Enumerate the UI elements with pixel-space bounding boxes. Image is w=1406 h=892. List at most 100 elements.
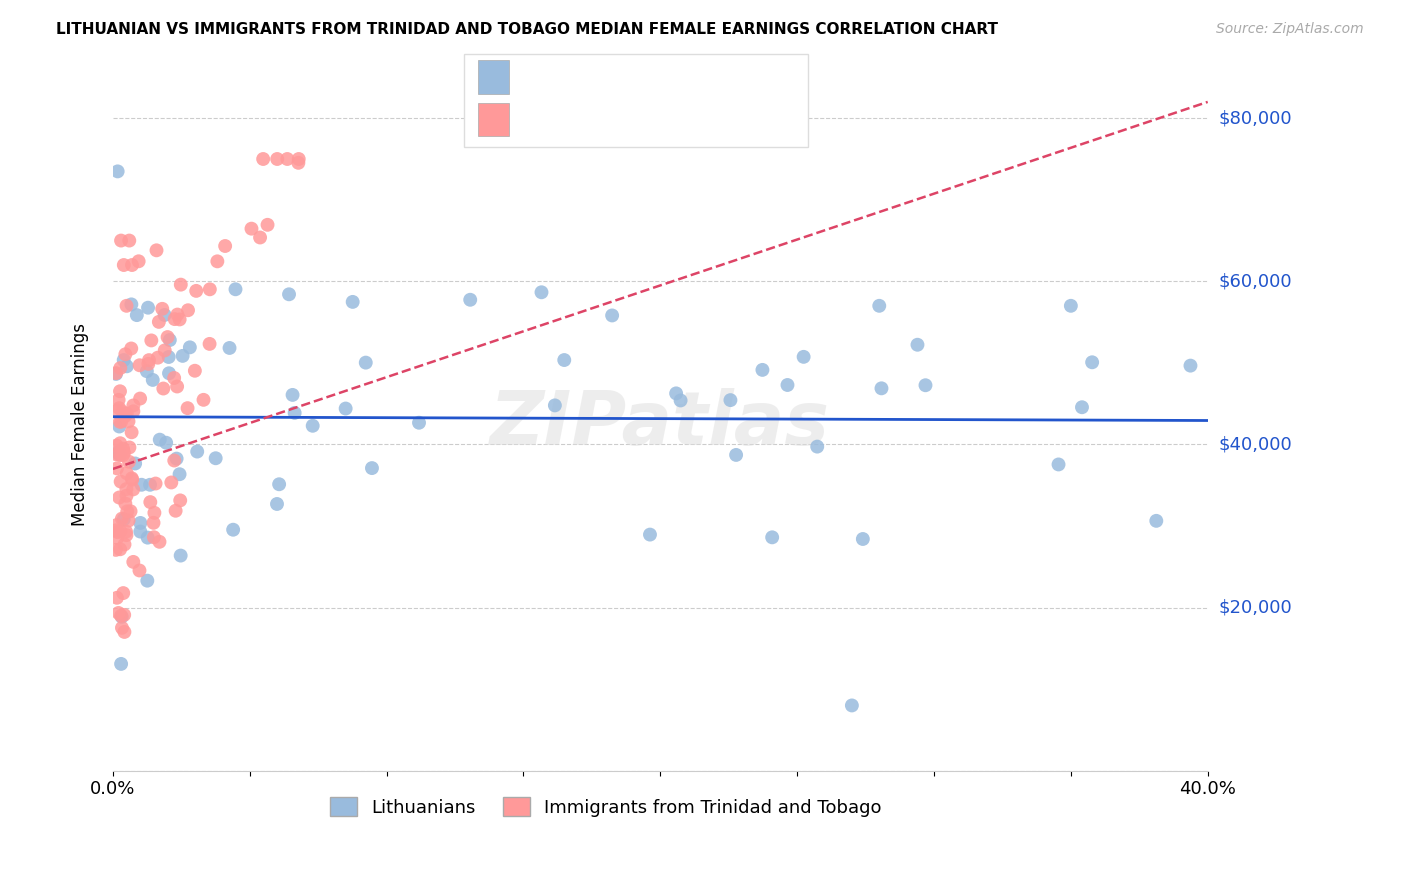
Point	[115, 482, 138, 496]
Point	[142, 530, 165, 544]
Point	[120, 297, 142, 311]
Point	[108, 384, 131, 399]
Point	[841, 698, 863, 713]
Point	[152, 382, 174, 396]
Point	[249, 230, 271, 244]
Point	[868, 299, 890, 313]
Point	[214, 239, 236, 253]
Point	[108, 419, 131, 434]
Point	[177, 303, 200, 318]
Point	[301, 418, 323, 433]
Point	[121, 473, 143, 487]
Point	[207, 254, 229, 268]
Point	[145, 244, 167, 258]
Point	[122, 398, 145, 412]
Point	[287, 152, 309, 166]
Point	[553, 353, 575, 368]
Point	[105, 461, 128, 475]
Point	[218, 341, 240, 355]
Point	[160, 475, 183, 490]
Point	[284, 406, 307, 420]
Point	[155, 435, 177, 450]
Point	[115, 359, 138, 374]
Point	[136, 301, 159, 315]
Point	[115, 524, 138, 539]
Point	[129, 524, 152, 539]
Point	[153, 343, 176, 358]
Point	[122, 555, 145, 569]
Point	[112, 258, 135, 272]
Point	[112, 607, 135, 622]
Point	[907, 337, 929, 351]
Point	[128, 254, 150, 268]
Point	[117, 414, 139, 428]
Point	[224, 282, 246, 296]
Point	[198, 282, 221, 296]
Point	[117, 514, 139, 528]
Point	[111, 609, 134, 624]
Text: 0.207: 0.207	[567, 109, 623, 127]
Point	[335, 401, 357, 416]
Point	[1144, 514, 1167, 528]
Point	[169, 549, 191, 563]
Point	[278, 287, 301, 301]
Point	[105, 366, 128, 380]
Point	[111, 405, 134, 419]
Point	[136, 531, 159, 545]
Point	[139, 477, 162, 491]
Point	[112, 442, 135, 456]
Text: ZIPatlas: ZIPatlas	[491, 387, 831, 460]
Point	[112, 353, 135, 368]
Point	[146, 351, 169, 365]
Point	[105, 591, 128, 605]
Point	[112, 586, 135, 600]
Point	[129, 392, 152, 406]
Point	[105, 518, 128, 533]
Point	[142, 373, 165, 387]
Point	[108, 415, 131, 429]
Point	[163, 453, 186, 467]
Point	[354, 356, 377, 370]
Point	[108, 542, 131, 557]
Text: $60,000: $60,000	[1219, 272, 1292, 290]
Point	[184, 364, 207, 378]
Point	[170, 277, 193, 292]
Text: $20,000: $20,000	[1219, 599, 1292, 616]
Point	[156, 330, 179, 344]
Point	[107, 445, 129, 459]
Point	[751, 363, 773, 377]
Point	[793, 350, 815, 364]
Point	[115, 407, 138, 421]
Y-axis label: Median Female Earnings: Median Female Earnings	[72, 323, 89, 525]
Point	[138, 357, 160, 371]
Point	[110, 524, 132, 538]
Text: R =: R =	[520, 109, 560, 127]
Point	[1071, 401, 1094, 415]
Point	[121, 471, 143, 485]
Point	[115, 528, 138, 542]
Point	[114, 347, 136, 361]
Point	[105, 447, 128, 461]
Text: LITHUANIAN VS IMMIGRANTS FROM TRINIDAD AND TOBAGO MEDIAN FEMALE EARNINGS CORRELA: LITHUANIAN VS IMMIGRANTS FROM TRINIDAD A…	[56, 22, 998, 37]
Point	[870, 381, 893, 395]
Point	[112, 445, 135, 459]
Point	[149, 433, 172, 447]
Point	[166, 379, 188, 393]
Point	[122, 483, 145, 497]
Point	[600, 309, 623, 323]
Point	[128, 564, 150, 578]
Point	[186, 444, 208, 458]
Point	[105, 531, 128, 545]
Point	[148, 534, 170, 549]
Point	[193, 392, 215, 407]
Point	[159, 333, 181, 347]
Point	[125, 308, 148, 322]
Point	[110, 608, 132, 623]
Point	[166, 451, 188, 466]
Point	[108, 491, 131, 505]
Text: 110: 110	[679, 109, 717, 127]
Point	[114, 537, 136, 551]
Point	[135, 364, 157, 378]
Point	[165, 504, 187, 518]
Point	[112, 624, 135, 639]
